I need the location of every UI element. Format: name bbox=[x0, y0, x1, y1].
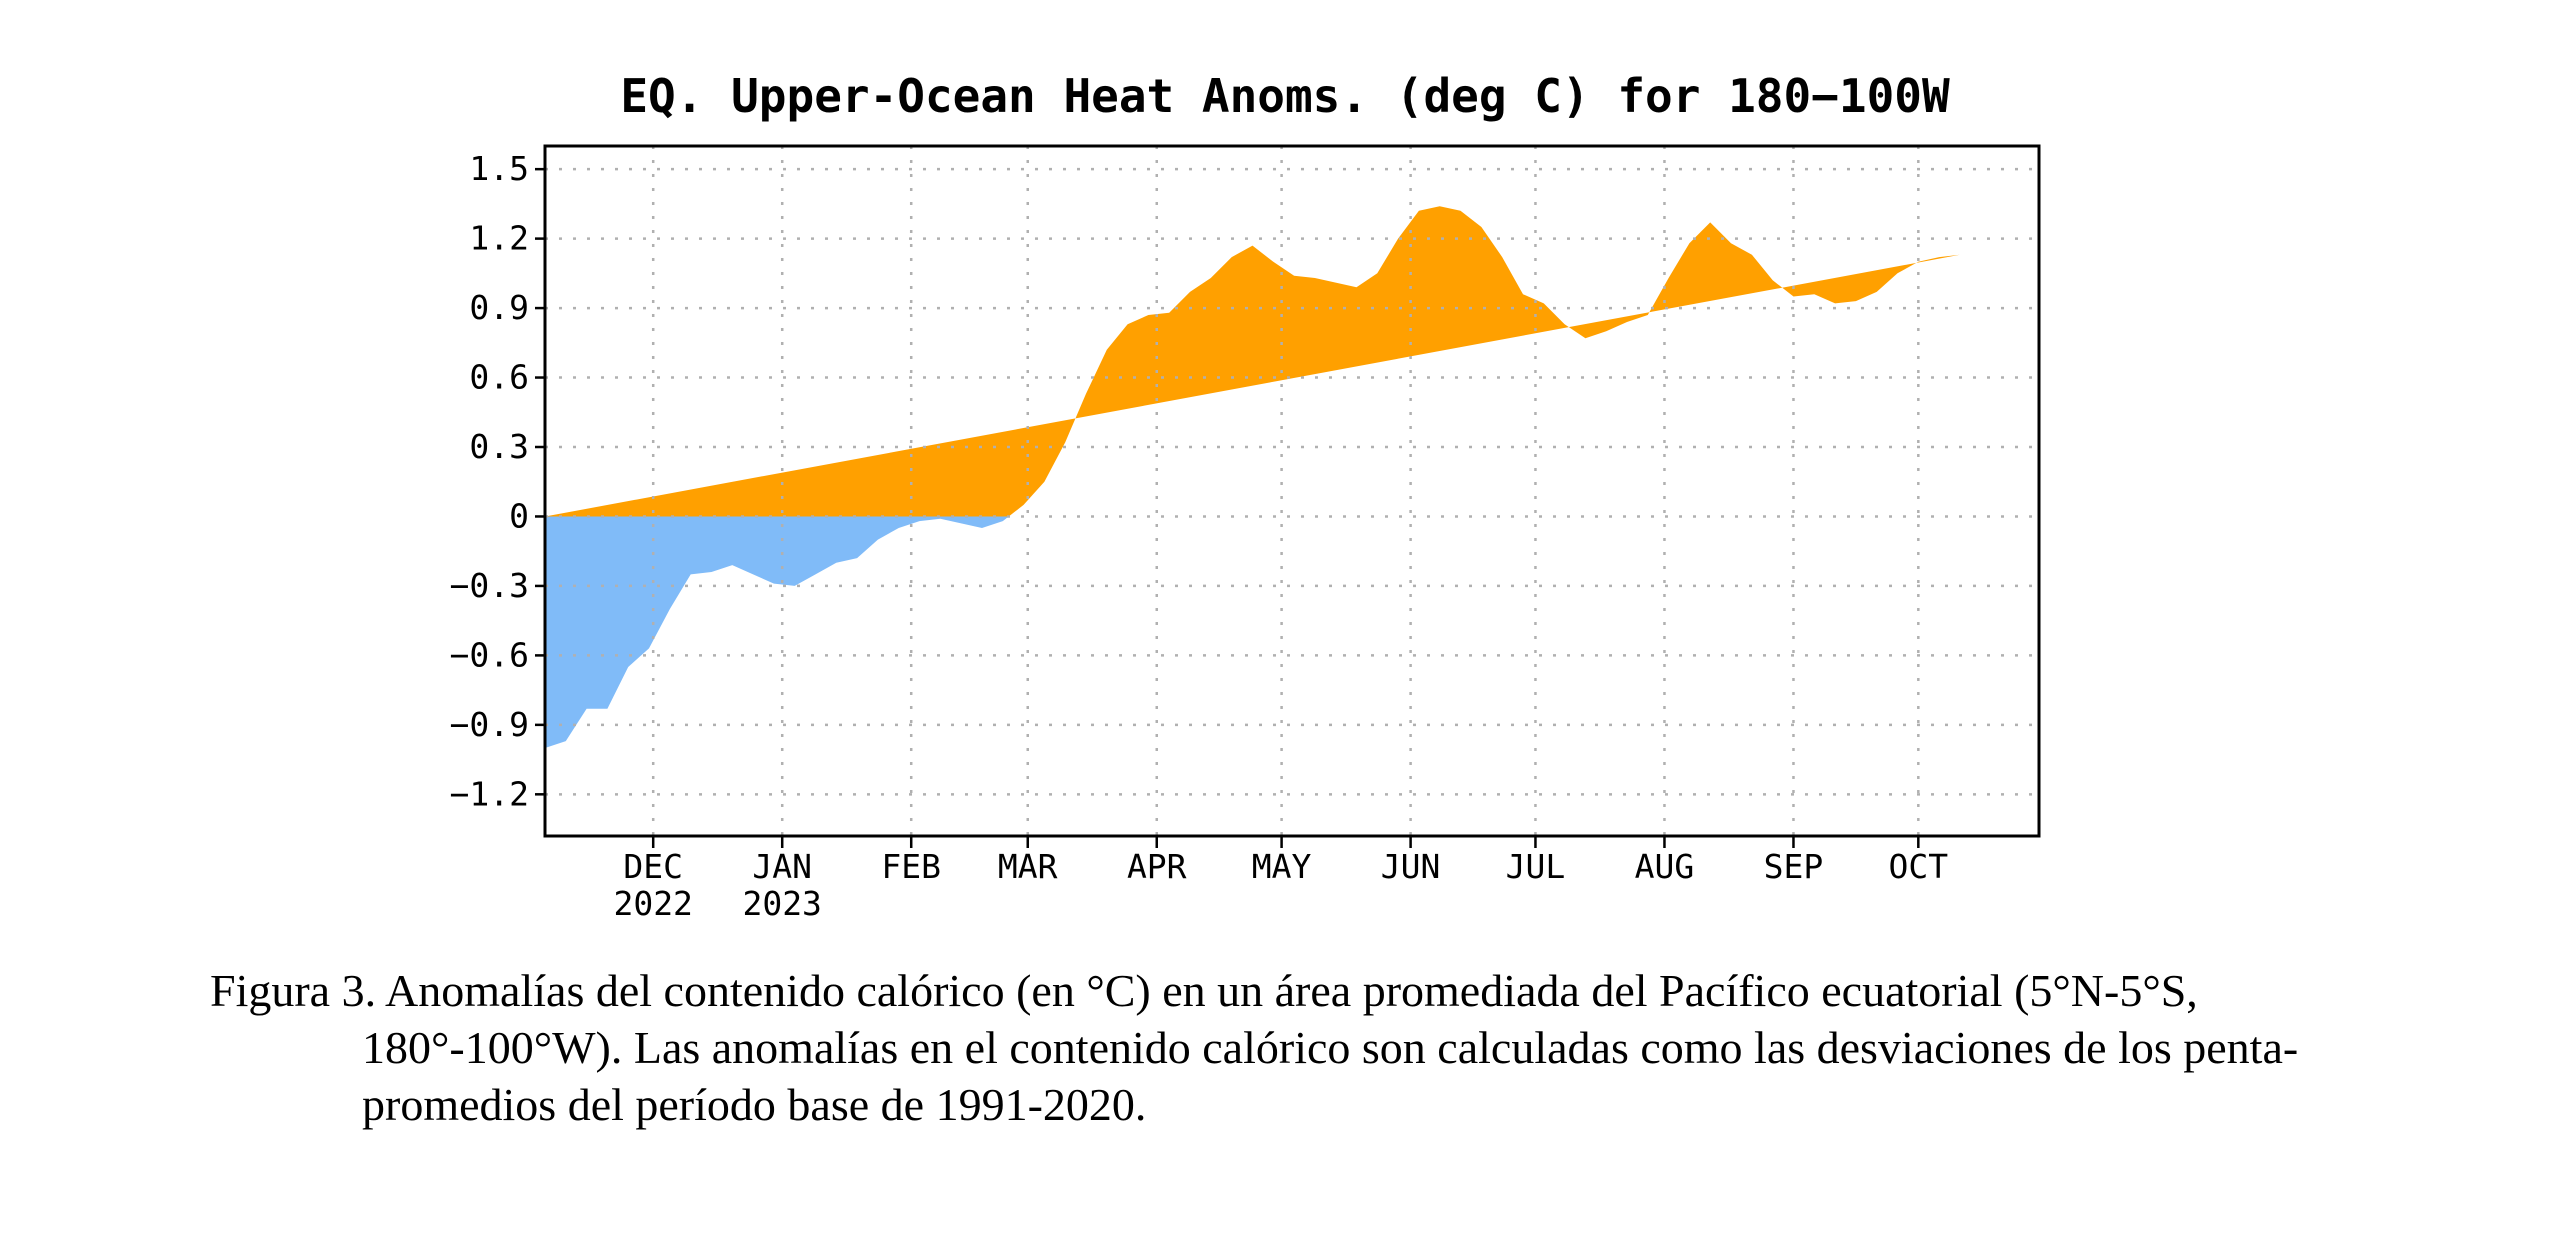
chart-title: EQ. Upper-Ocean Heat Anoms. (deg C) for … bbox=[620, 69, 1950, 123]
figure-caption: Figura 3. Anomalías del contenido calóri… bbox=[210, 965, 2299, 1130]
y-tick-label: −0.3 bbox=[450, 566, 529, 605]
grid-lines bbox=[545, 146, 2039, 836]
y-tick-label: 0 bbox=[509, 496, 529, 535]
y-tick-label: 1.2 bbox=[469, 219, 529, 258]
x-tick-label-month: JAN bbox=[752, 847, 812, 886]
heat-anomaly-chart: EQ. Upper-Ocean Heat Anoms. (deg C) for … bbox=[450, 69, 2041, 923]
y-tick-label: −1.2 bbox=[450, 774, 529, 813]
y-tick-label: 0.6 bbox=[469, 358, 529, 397]
x-tick-label-month: FEB bbox=[881, 847, 941, 886]
y-tick-label: −0.9 bbox=[450, 705, 529, 744]
x-tick-label-month: SEP bbox=[1764, 847, 1824, 886]
x-tick-label-year: 2023 bbox=[742, 884, 821, 923]
x-tick-label-month: AUG bbox=[1635, 847, 1695, 886]
x-tick-label-month: JUN bbox=[1381, 847, 1441, 886]
plot-frame bbox=[543, 144, 2041, 838]
y-tick-label: 1.5 bbox=[469, 149, 529, 188]
x-tick-label-month: DEC bbox=[623, 847, 683, 886]
x-tick-label-month: MAY bbox=[1252, 847, 1312, 886]
x-tick-label-month: APR bbox=[1127, 847, 1187, 886]
x-tick-label-year: 2022 bbox=[613, 884, 692, 923]
y-tick-label: −0.6 bbox=[450, 635, 529, 674]
x-tick-label-month: MAR bbox=[998, 847, 1058, 886]
y-tick-label: 0.3 bbox=[469, 427, 529, 466]
negative-anomaly-area bbox=[545, 516, 1960, 748]
anomaly-area bbox=[545, 206, 1960, 748]
y-tick-label: 0.9 bbox=[469, 288, 529, 327]
x-tick-label-month: OCT bbox=[1889, 847, 1949, 886]
x-tick-label-month: JUL bbox=[1506, 847, 1566, 886]
positive-anomaly-area bbox=[545, 206, 1960, 517]
